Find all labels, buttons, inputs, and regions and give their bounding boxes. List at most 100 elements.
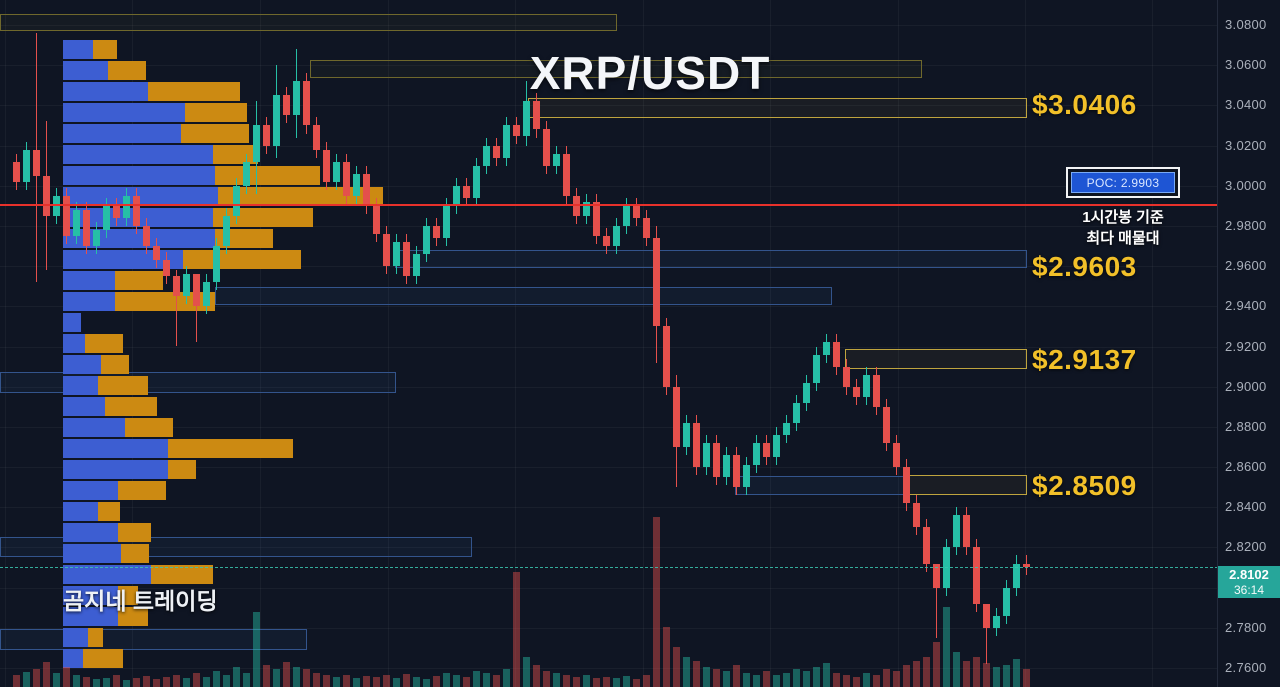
candle-body bbox=[643, 217, 650, 238]
volume-bar bbox=[833, 673, 840, 687]
candle-body bbox=[973, 547, 980, 604]
grid-line-h bbox=[0, 65, 1218, 67]
candle-body bbox=[603, 235, 610, 247]
candle-body bbox=[553, 153, 560, 166]
price-tick-label: 2.8600 bbox=[1225, 459, 1267, 475]
volume-bar bbox=[543, 671, 550, 687]
volume-bar bbox=[533, 665, 540, 687]
volume-bar bbox=[43, 662, 50, 687]
grid-line-h bbox=[0, 145, 1218, 147]
volume-bar bbox=[873, 675, 880, 687]
zone-yellow bbox=[845, 349, 1027, 369]
profile-bar-orange bbox=[108, 61, 146, 80]
chart-plot-area[interactable]: $3.0406 $2.9603 $2.9137 $2.8509 XRP/USDT 곰지… bbox=[0, 0, 1218, 687]
candle-wick bbox=[196, 286, 197, 343]
profile-bar-orange bbox=[115, 292, 215, 311]
price-level-label: $2.9603 bbox=[1032, 250, 1137, 282]
volume-bar bbox=[513, 572, 520, 687]
profile-bar-blue bbox=[63, 523, 118, 542]
candle-body bbox=[793, 402, 800, 423]
candle-body bbox=[473, 165, 480, 198]
candle-body bbox=[303, 81, 310, 126]
volume-bar bbox=[623, 676, 630, 687]
candle-countdown: 36:14 bbox=[1233, 583, 1265, 598]
candle-body bbox=[223, 215, 230, 247]
candle-body bbox=[273, 95, 280, 146]
candle-body bbox=[693, 422, 700, 468]
price-tick-label: 3.0000 bbox=[1225, 177, 1267, 193]
candle-body bbox=[1003, 587, 1010, 616]
profile-bar-orange bbox=[101, 355, 129, 374]
price-level-label: $2.9137 bbox=[1032, 344, 1137, 376]
volume-bar bbox=[953, 652, 960, 687]
volume-bar bbox=[483, 673, 490, 687]
price-tick-label: 3.0400 bbox=[1225, 97, 1267, 113]
volume-bar bbox=[473, 671, 480, 687]
profile-bar-blue bbox=[63, 145, 213, 164]
profile-bar-blue bbox=[63, 565, 151, 584]
candle-body bbox=[653, 237, 660, 327]
zone-blue bbox=[0, 372, 396, 393]
volume-bar bbox=[433, 676, 440, 687]
volume-bar bbox=[203, 677, 210, 687]
candle-body bbox=[173, 276, 180, 297]
annotation-line2: 최다 매물대 bbox=[1086, 230, 1160, 247]
volume-bar bbox=[283, 662, 290, 687]
volume-bar bbox=[1013, 659, 1020, 687]
profile-bar-blue bbox=[63, 481, 118, 500]
candle-body bbox=[443, 205, 450, 238]
poc-label: POC: 2.9903 bbox=[1071, 172, 1175, 193]
profile-bar-orange bbox=[213, 145, 258, 164]
profile-bar-blue bbox=[63, 229, 215, 248]
zone-blue bbox=[395, 250, 1027, 268]
volume-bar bbox=[233, 667, 240, 687]
volume-bar bbox=[413, 677, 420, 687]
profile-bar-orange bbox=[115, 271, 163, 290]
profile-bar-orange bbox=[151, 565, 213, 584]
price-level-label: $2.8509 bbox=[1032, 470, 1137, 502]
candle-body bbox=[743, 465, 750, 488]
candle-body bbox=[403, 242, 410, 277]
candle-body bbox=[373, 205, 380, 234]
candle-body bbox=[903, 467, 910, 504]
volume-bar bbox=[683, 657, 690, 687]
candle-body bbox=[253, 125, 260, 162]
volume-bar bbox=[443, 673, 450, 687]
grid-line-h bbox=[0, 587, 1218, 589]
candle-body bbox=[13, 161, 20, 182]
volume-bar bbox=[753, 675, 760, 687]
volume-bar bbox=[403, 674, 410, 687]
zone-blue bbox=[0, 629, 307, 650]
profile-bar-orange bbox=[121, 544, 149, 563]
volume-bar bbox=[143, 676, 150, 687]
volume-bar bbox=[423, 679, 430, 687]
candle-body bbox=[93, 229, 100, 247]
volume-bar bbox=[313, 673, 320, 687]
volume-bar bbox=[243, 673, 250, 687]
annotation-line1: 1시간봉 기준 bbox=[1082, 209, 1164, 226]
grid-line-v bbox=[770, 0, 771, 687]
candle-body bbox=[83, 209, 90, 247]
profile-bar-orange bbox=[83, 649, 123, 668]
price-tick-label: 3.0200 bbox=[1225, 137, 1267, 153]
profile-bar-blue bbox=[63, 376, 98, 395]
volume-bar bbox=[823, 663, 830, 687]
volume-bar bbox=[723, 671, 730, 687]
volume-bar bbox=[273, 669, 280, 687]
price-tick-label: 2.7800 bbox=[1225, 619, 1267, 635]
volume-bar bbox=[163, 677, 170, 687]
volume-bar bbox=[803, 671, 810, 687]
volume-bar bbox=[983, 663, 990, 687]
profile-bar-blue bbox=[63, 397, 105, 416]
price-axis[interactable]: 3.0800 3.0600 3.0400 3.0200 3.0000 2.9800 2.96… bbox=[1217, 0, 1280, 687]
volume-bar bbox=[123, 680, 130, 687]
candle-body bbox=[873, 374, 880, 407]
profile-bar-blue bbox=[63, 61, 108, 80]
volume-bar bbox=[853, 677, 860, 687]
volume-bar bbox=[893, 671, 900, 687]
price-tick-label: 2.8200 bbox=[1225, 539, 1267, 555]
candle-body bbox=[243, 161, 250, 186]
volume-bar bbox=[83, 677, 90, 687]
profile-bar-blue bbox=[63, 355, 101, 374]
